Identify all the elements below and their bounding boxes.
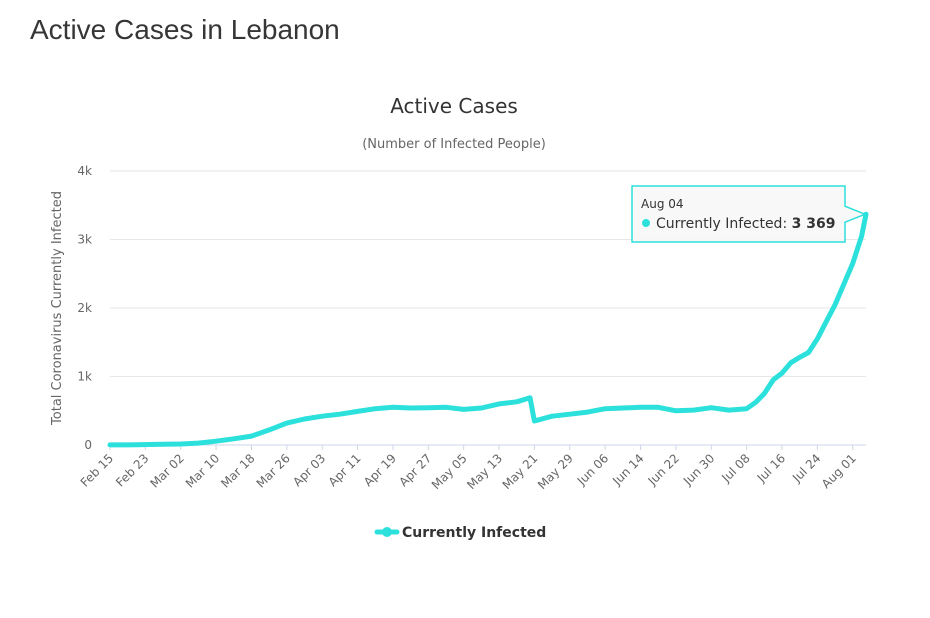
y-axis: 0 1k 2k 3k 4k (77, 164, 92, 452)
x-tick-label: Jun 30 (680, 451, 717, 488)
x-tick-label: May 21 (500, 451, 541, 492)
tooltip-date: Aug 04 (641, 197, 684, 211)
x-tick-label: May 05 (429, 451, 470, 492)
series-line-currently-infected[interactable] (107, 211, 869, 448)
x-tick-label: Mar 10 (183, 451, 222, 490)
x-tick-label: Mar 18 (218, 451, 257, 490)
x-tick-label: Aug 01 (819, 451, 859, 491)
page-title: Active Cases in Lebanon (30, 14, 340, 45)
x-tick-label: Jun 14 (609, 451, 646, 488)
y-tick-label: 4k (77, 164, 92, 178)
tooltip-value: 3 369 (792, 216, 836, 232)
chart-title: Active Cases (390, 94, 518, 118)
x-tick-label: Apr 03 (290, 451, 328, 489)
x-tick-label: Jun 06 (574, 451, 611, 488)
y-tick-label: 3k (77, 233, 92, 247)
x-tick-label: Apr 11 (326, 451, 364, 489)
x-tick-label: Feb 23 (113, 451, 151, 489)
x-tick-label: Feb 15 (78, 451, 116, 489)
tooltip-marker (642, 219, 650, 227)
x-tick-label: May 13 (464, 451, 505, 492)
tooltip: Aug 04 Currently Infected: 3 369 (631, 185, 868, 243)
y-axis-title: Total Coronavirus Currently Infected (50, 191, 65, 426)
chart-subtitle: (Number of Infected People) (362, 137, 546, 152)
x-tick-label: Jul 08 (718, 451, 752, 485)
x-tick-label: Jun 22 (645, 451, 682, 488)
legend[interactable]: Currently Infected (374, 525, 546, 541)
y-tick-label: 1k (77, 370, 92, 384)
legend-marker (382, 527, 392, 537)
x-tick-label: Apr 27 (396, 451, 434, 489)
x-tick-label: Mar 02 (147, 451, 186, 490)
tooltip-box (631, 185, 868, 243)
x-tick-label: May 29 (535, 451, 576, 492)
tooltip-text: Currently Infected: 3 369 (656, 216, 835, 232)
series-layer (107, 211, 869, 448)
x-tick-label: Apr 19 (361, 451, 399, 489)
grid-lines (110, 170, 866, 446)
x-tick-label: Jul 24 (789, 451, 823, 485)
y-tick-label: 0 (84, 438, 92, 452)
x-tick-label: Mar 26 (254, 451, 293, 490)
legend-item-currently-infected[interactable]: Currently Infected (402, 525, 546, 541)
y-tick-label: 2k (77, 301, 92, 315)
x-tick-label: Jul 16 (754, 451, 788, 485)
